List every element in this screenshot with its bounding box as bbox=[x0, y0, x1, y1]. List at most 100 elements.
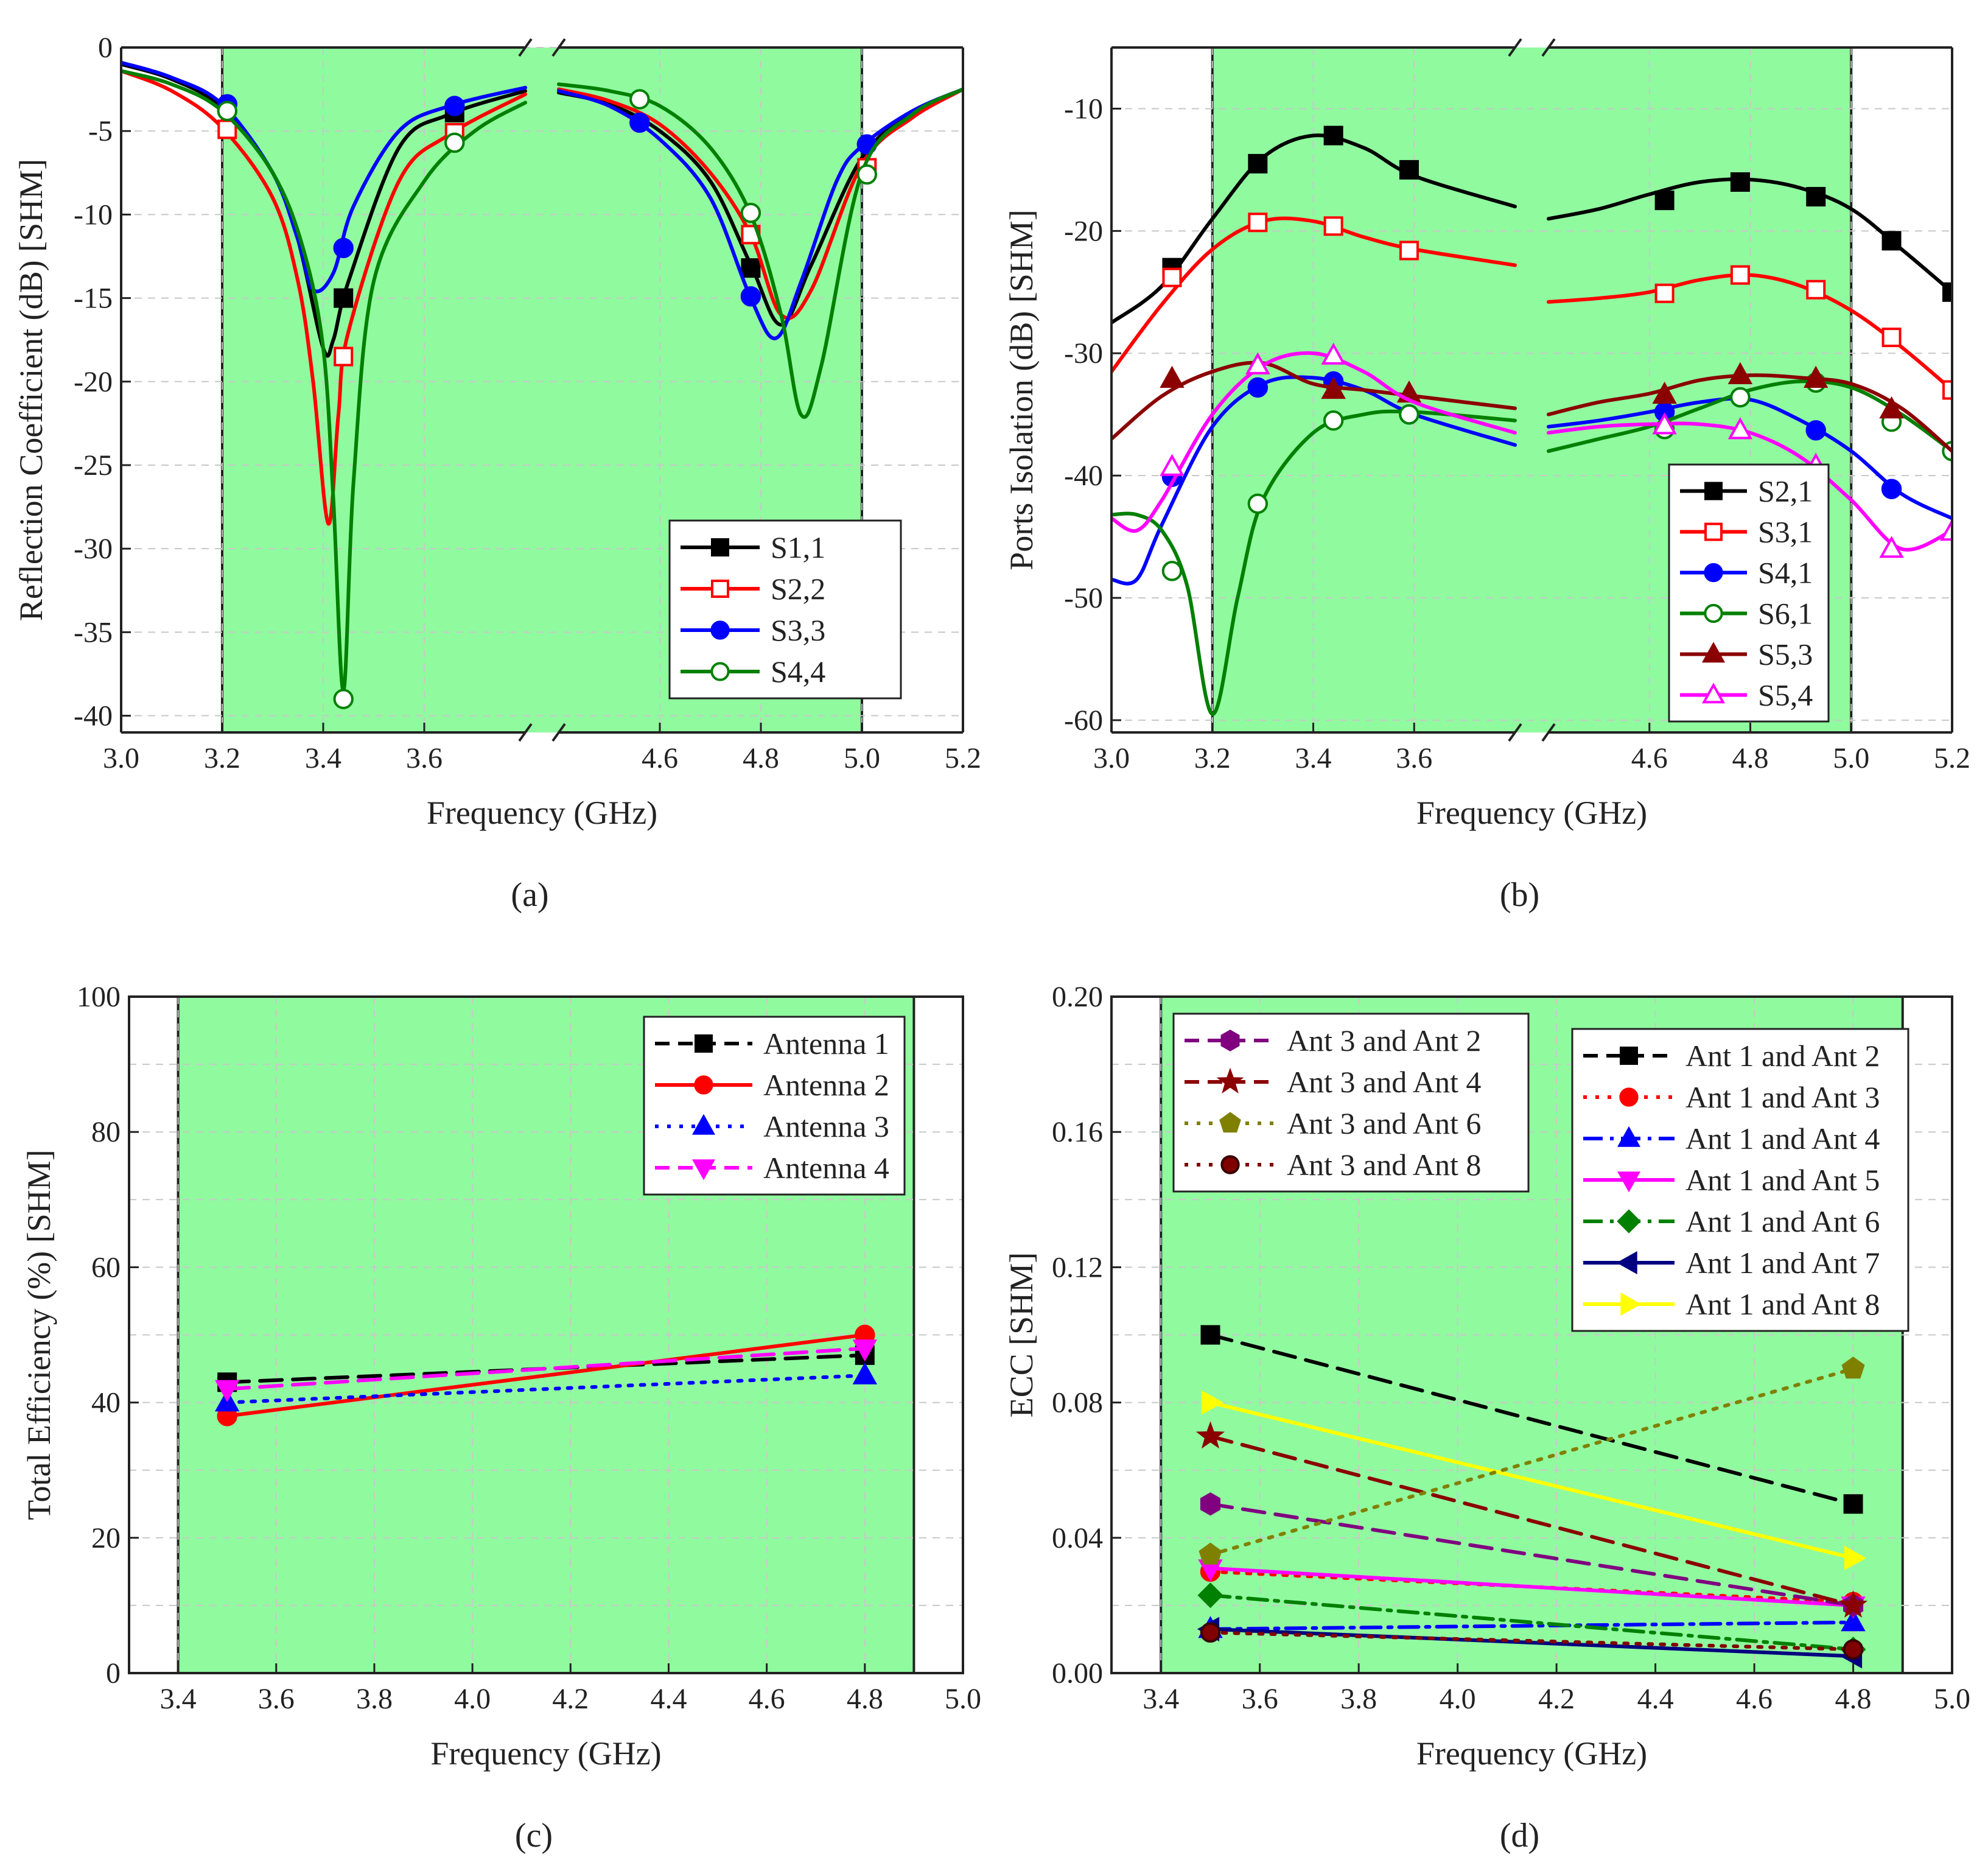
legend-label: S5,4 bbox=[1758, 678, 1813, 712]
x-axis-label: Frequency (GHz) bbox=[1416, 1735, 1647, 1772]
data-point bbox=[1727, 417, 1753, 440]
data-point bbox=[1200, 1492, 1220, 1516]
data-point bbox=[214, 1380, 240, 1403]
data-point bbox=[1730, 172, 1750, 192]
legend-marker bbox=[691, 1159, 716, 1181]
legend-label: S4,1 bbox=[1758, 556, 1813, 590]
y-tick-label: 0.20 bbox=[1052, 981, 1103, 1013]
data-point bbox=[1881, 479, 1902, 499]
series-line bbox=[1208, 1627, 1855, 1658]
data-point bbox=[629, 112, 650, 133]
x-tick-label: 3.4 bbox=[1295, 742, 1332, 774]
data-point bbox=[1841, 1609, 1866, 1632]
series-ant-1-and-ant-8 bbox=[1201, 1390, 1867, 1571]
x-tick-label: 5.0 bbox=[844, 742, 880, 774]
x-tick-label: 4.8 bbox=[1835, 1683, 1872, 1715]
x-tick-label: 5.2 bbox=[945, 742, 981, 774]
legend-label: Antenna 1 bbox=[763, 1027, 889, 1061]
y-axis-label: Total Efficiency (%) [SHM] bbox=[21, 1149, 57, 1520]
data-point bbox=[1321, 342, 1346, 365]
y-tick-label: -5 bbox=[88, 115, 113, 147]
data-point bbox=[1160, 454, 1185, 476]
x-tick-label: 5.0 bbox=[1833, 742, 1869, 774]
legend-label: S2,2 bbox=[771, 572, 825, 606]
legend-box bbox=[1668, 463, 1830, 723]
x-tick-label: 4.8 bbox=[1732, 742, 1769, 774]
legend: S2,1 S3,1 S4,1 S6,1 S5,3 S5,4 bbox=[1668, 463, 1830, 723]
data-point bbox=[1806, 187, 1826, 207]
axis-break-mark bbox=[1541, 38, 1556, 57]
x-tick-label: 4.0 bbox=[1440, 1683, 1476, 1715]
legend-label: Antenna 3 bbox=[763, 1109, 889, 1143]
y-tick-label: -20 bbox=[74, 366, 113, 398]
series-s3-1 bbox=[1111, 212, 1952, 400]
data-point bbox=[1200, 1622, 1221, 1643]
data-point bbox=[1247, 493, 1269, 514]
legend-label: Ant 1 and Ant 2 bbox=[1685, 1039, 1880, 1073]
y-tick-label: 0 bbox=[98, 32, 113, 64]
x-tick-label: 4.4 bbox=[1637, 1683, 1674, 1715]
legend-marker bbox=[1220, 1155, 1240, 1174]
data-point bbox=[444, 96, 465, 116]
data-point bbox=[444, 132, 465, 153]
legend-label: S2,1 bbox=[1758, 474, 1813, 508]
axis-break-mark bbox=[1508, 38, 1522, 57]
legend-label: S3,1 bbox=[1758, 515, 1813, 549]
axis-break-mark bbox=[1541, 723, 1556, 742]
data-point bbox=[1841, 1356, 1865, 1379]
y-tick-label: 100 bbox=[77, 981, 121, 1013]
x-tick-label: 4.6 bbox=[1736, 1683, 1773, 1715]
y-tick-label: -40 bbox=[74, 700, 113, 732]
y-tick-label: -15 bbox=[74, 283, 113, 315]
data-point bbox=[1843, 1639, 1864, 1660]
series-ant-1-and-ant-2 bbox=[1200, 1325, 1863, 1514]
x-tick-label: 4.6 bbox=[749, 1683, 785, 1715]
legend-marker bbox=[711, 538, 729, 556]
series-line bbox=[225, 1374, 867, 1405]
data-point bbox=[1201, 1390, 1224, 1415]
legend-label: S3,3 bbox=[771, 613, 825, 647]
legend-label: Ant 3 and Ant 6 bbox=[1287, 1106, 1481, 1140]
legend-marker bbox=[691, 1114, 716, 1135]
axis-break-mark bbox=[1508, 723, 1522, 742]
data-point bbox=[1247, 377, 1269, 398]
data-point bbox=[1843, 1494, 1863, 1514]
legend: Ant 3 and Ant 2 Ant 3 and Ant 4 Ant 3 and … bbox=[1172, 1012, 1530, 1193]
data-point bbox=[1162, 267, 1182, 287]
x-tick-label: 3.6 bbox=[1242, 1683, 1278, 1715]
legend-marker bbox=[1701, 683, 1726, 704]
data-point bbox=[1160, 365, 1185, 388]
legend-label: Ant 1 and Ant 4 bbox=[1685, 1121, 1880, 1156]
legend-marker bbox=[1701, 642, 1726, 663]
legend-marker bbox=[710, 662, 730, 681]
legend-marker bbox=[1620, 1292, 1642, 1316]
y-tick-label: -60 bbox=[1064, 704, 1103, 737]
legend-marker bbox=[711, 580, 729, 598]
axes-frame bbox=[128, 995, 964, 1674]
data-point bbox=[1652, 381, 1677, 404]
y-tick-label: 0.04 bbox=[1052, 1522, 1103, 1554]
x-tick-label: 4.2 bbox=[1538, 1683, 1575, 1715]
legend-label: S5,3 bbox=[1758, 637, 1813, 672]
x-tick-label: 3.6 bbox=[258, 1683, 295, 1715]
data-point bbox=[333, 237, 354, 258]
series-line bbox=[225, 1346, 867, 1391]
data-point bbox=[1245, 352, 1270, 374]
panel-label: (a) bbox=[511, 876, 548, 914]
legend-box bbox=[643, 1016, 906, 1196]
legend-label: Ant 3 and Ant 4 bbox=[1287, 1065, 1481, 1099]
y-tick-label: 40 bbox=[91, 1387, 121, 1419]
series-s4-4 bbox=[121, 69, 963, 709]
legend-label: Ant 3 and Ant 8 bbox=[1287, 1148, 1481, 1182]
series-ant-3-and-ant-8 bbox=[1200, 1622, 1864, 1660]
legend-label: Ant 3 and Ant 2 bbox=[1287, 1023, 1481, 1058]
y-tick-label: 80 bbox=[91, 1116, 121, 1148]
data-point bbox=[1803, 365, 1829, 388]
y-tick-label: 0.16 bbox=[1052, 1116, 1103, 1148]
x-tick-label: 5.0 bbox=[1934, 1683, 1970, 1715]
grid bbox=[121, 47, 964, 732]
x-tick-label: 4.8 bbox=[743, 742, 779, 774]
legend-marker bbox=[710, 620, 730, 640]
y-tick-label: -35 bbox=[74, 616, 113, 648]
data-point bbox=[1199, 1542, 1222, 1565]
